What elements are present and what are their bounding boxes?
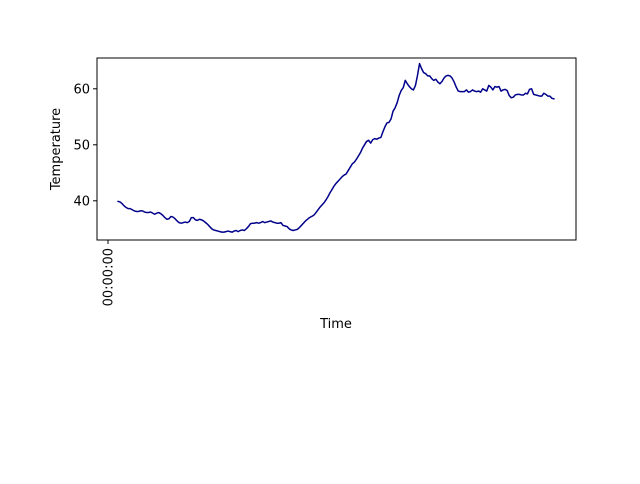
- y-tick-label-60: 60: [73, 82, 90, 97]
- y-axis-label: Temperature: [49, 108, 64, 191]
- temperature-series-line: [117, 62, 555, 233]
- y-axis-ticks: 40 50 60: [73, 82, 97, 209]
- plot-area: [117, 62, 555, 233]
- axes-frame: [96, 57, 577, 241]
- y-tick-label-50: 50: [73, 138, 90, 153]
- x-axis-label: Time: [319, 317, 352, 332]
- x-tick-label: 00:00:00: [102, 248, 117, 306]
- x-axis-ticks: 00:00:00: [102, 240, 117, 306]
- y-tick-label-40: 40: [73, 194, 90, 209]
